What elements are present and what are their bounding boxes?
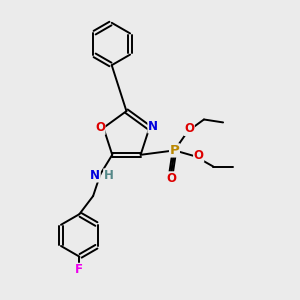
Text: O: O (166, 172, 176, 185)
Text: O: O (194, 149, 204, 162)
Text: N: N (90, 169, 100, 182)
Text: O: O (95, 121, 105, 134)
Text: P: P (169, 144, 179, 157)
Text: F: F (75, 263, 83, 276)
Text: H: H (104, 169, 114, 182)
Text: N: N (148, 120, 158, 133)
Text: O: O (184, 122, 194, 135)
